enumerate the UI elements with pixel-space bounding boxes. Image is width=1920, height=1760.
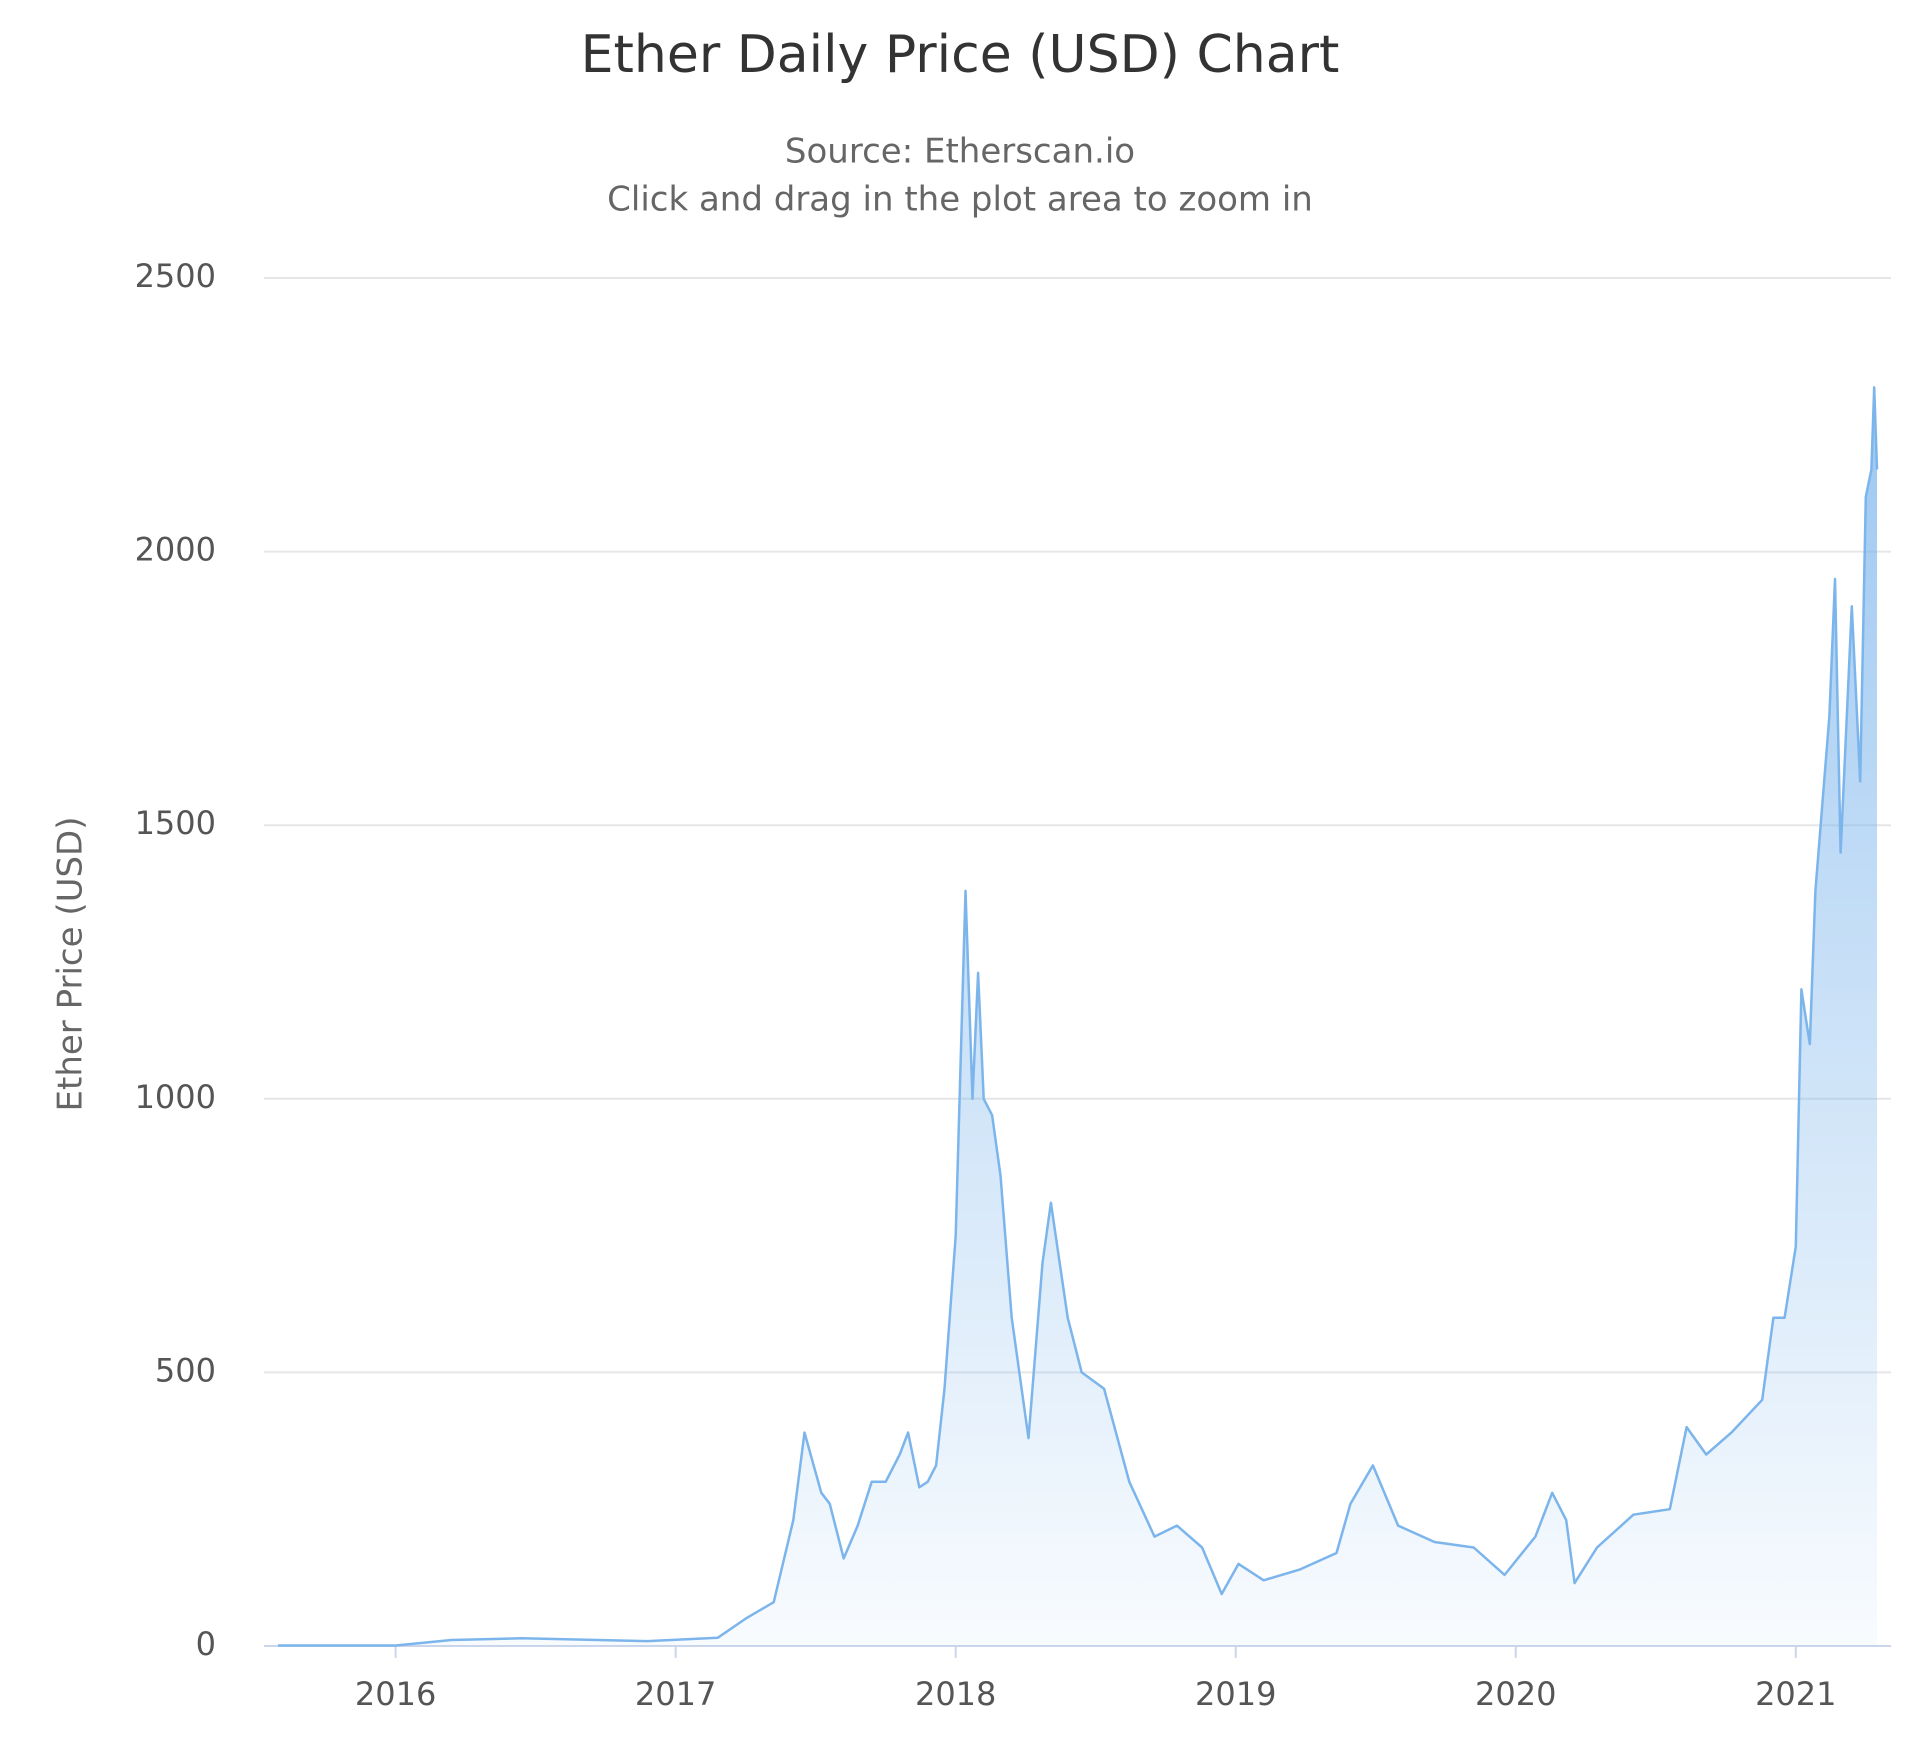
x-tick-label: 2020 — [1475, 1675, 1556, 1713]
x-tick-label: 2017 — [635, 1675, 716, 1713]
x-tick-label: 2016 — [355, 1675, 436, 1713]
y-tick-label: 1000 — [135, 1078, 216, 1116]
chart-subtitle: Source: Etherscan.io — [785, 132, 1135, 172]
y-tick-label: 500 — [155, 1351, 216, 1389]
y-tick-label: 2500 — [135, 257, 216, 295]
x-tick-label: 2019 — [1195, 1675, 1276, 1713]
chart-title: Ether Daily Price (USD) Chart — [581, 25, 1340, 85]
x-tick-label: 2021 — [1755, 1675, 1836, 1713]
y-axis-label: Ether Price (USD) — [51, 817, 91, 1112]
y-tick-label: 1500 — [135, 804, 216, 842]
y-tick-label: 2000 — [135, 531, 216, 569]
chart-subtitle: Click and drag in the plot area to zoom … — [607, 180, 1313, 220]
x-tick-label: 2018 — [915, 1675, 996, 1713]
y-tick-label: 0 — [196, 1625, 216, 1663]
price-line — [278, 386, 1879, 1647]
area-fill — [278, 387, 1877, 1646]
